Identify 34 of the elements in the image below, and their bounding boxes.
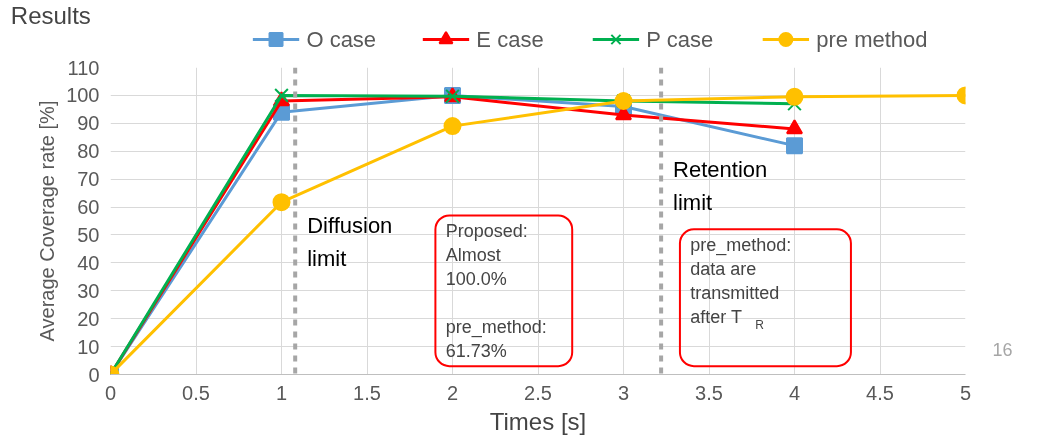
text: 16 xyxy=(992,340,1013,361)
legend-label: E case xyxy=(476,27,544,52)
x-tick-label: 3 xyxy=(617,381,630,404)
x-tick-label: 1 xyxy=(275,381,288,404)
y-tick-label: 90 xyxy=(77,112,100,135)
x-tick-label: 0 xyxy=(104,381,117,404)
ref-line-label: Retention limit xyxy=(673,156,768,216)
legend-label: O case xyxy=(306,27,377,52)
x-tick-label: 0.5 xyxy=(182,381,210,404)
x-tick-label: 5 xyxy=(959,381,972,404)
x-axis-title: Times [s] xyxy=(489,407,587,435)
x-tick-label: 2.5 xyxy=(524,381,552,404)
y-tick-label: 30 xyxy=(77,279,100,302)
x-tick-label: 4.5 xyxy=(866,381,894,404)
legend-label: pre method xyxy=(816,27,928,52)
y-tick-label: 50 xyxy=(77,223,100,246)
y-tick-label: 110 xyxy=(67,56,100,79)
x-tick-label: 1.5 xyxy=(353,381,381,404)
x-tick-label: 4 xyxy=(788,381,801,404)
y-tick-label: 10 xyxy=(77,335,100,358)
y-tick-label: 20 xyxy=(77,307,100,330)
x-tick-label: 2 xyxy=(446,381,459,404)
y-axis-title: Average Coverage rate [%] xyxy=(36,100,59,342)
chart-title: Results xyxy=(10,1,91,29)
x-tick-label: 3.5 xyxy=(695,381,723,404)
legend-label: P case xyxy=(646,27,714,52)
text: Proposed: Almost 100.0% pre_method: 61.73% xyxy=(445,221,547,362)
ref-line-label: Diffusion limit xyxy=(307,212,393,272)
y-tick-label: 100 xyxy=(66,84,100,107)
y-tick-label: 0 xyxy=(88,363,100,386)
y-tick-label: 80 xyxy=(77,140,100,163)
y-tick-label: 40 xyxy=(77,251,100,274)
y-tick-label: 70 xyxy=(77,168,100,191)
y-tick-label: 60 xyxy=(77,196,100,219)
